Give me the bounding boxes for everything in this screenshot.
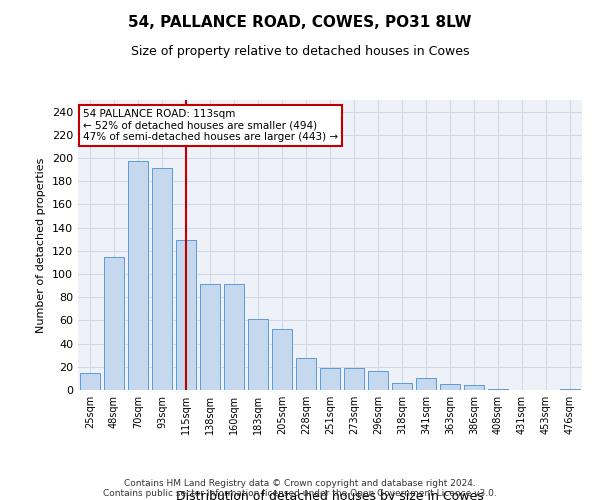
Bar — [320, 368, 340, 390]
Text: 54 PALLANCE ROAD: 113sqm
← 52% of detached houses are smaller (494)
47% of semi-: 54 PALLANCE ROAD: 113sqm ← 52% of detach… — [83, 108, 338, 142]
Bar — [152, 168, 172, 390]
Text: Size of property relative to detached houses in Cowes: Size of property relative to detached ho… — [131, 45, 469, 58]
Text: Contains public sector information licensed under the Open Government Licence v3: Contains public sector information licen… — [103, 488, 497, 498]
Bar — [368, 372, 388, 390]
Bar — [200, 284, 220, 390]
Bar — [224, 284, 244, 390]
Bar — [104, 256, 124, 390]
Bar — [344, 368, 364, 390]
Bar — [248, 319, 268, 390]
Bar — [80, 372, 100, 390]
Bar — [176, 240, 196, 390]
Y-axis label: Number of detached properties: Number of detached properties — [37, 158, 46, 332]
Bar — [464, 386, 484, 390]
Text: Contains HM Land Registry data © Crown copyright and database right 2024.: Contains HM Land Registry data © Crown c… — [124, 478, 476, 488]
Bar — [128, 162, 148, 390]
Bar — [560, 389, 580, 390]
Text: 54, PALLANCE ROAD, COWES, PO31 8LW: 54, PALLANCE ROAD, COWES, PO31 8LW — [128, 15, 472, 30]
X-axis label: Distribution of detached houses by size in Cowes: Distribution of detached houses by size … — [176, 490, 484, 500]
Bar — [416, 378, 436, 390]
Bar — [392, 383, 412, 390]
Bar — [272, 328, 292, 390]
Bar — [488, 389, 508, 390]
Bar — [440, 384, 460, 390]
Bar — [296, 358, 316, 390]
